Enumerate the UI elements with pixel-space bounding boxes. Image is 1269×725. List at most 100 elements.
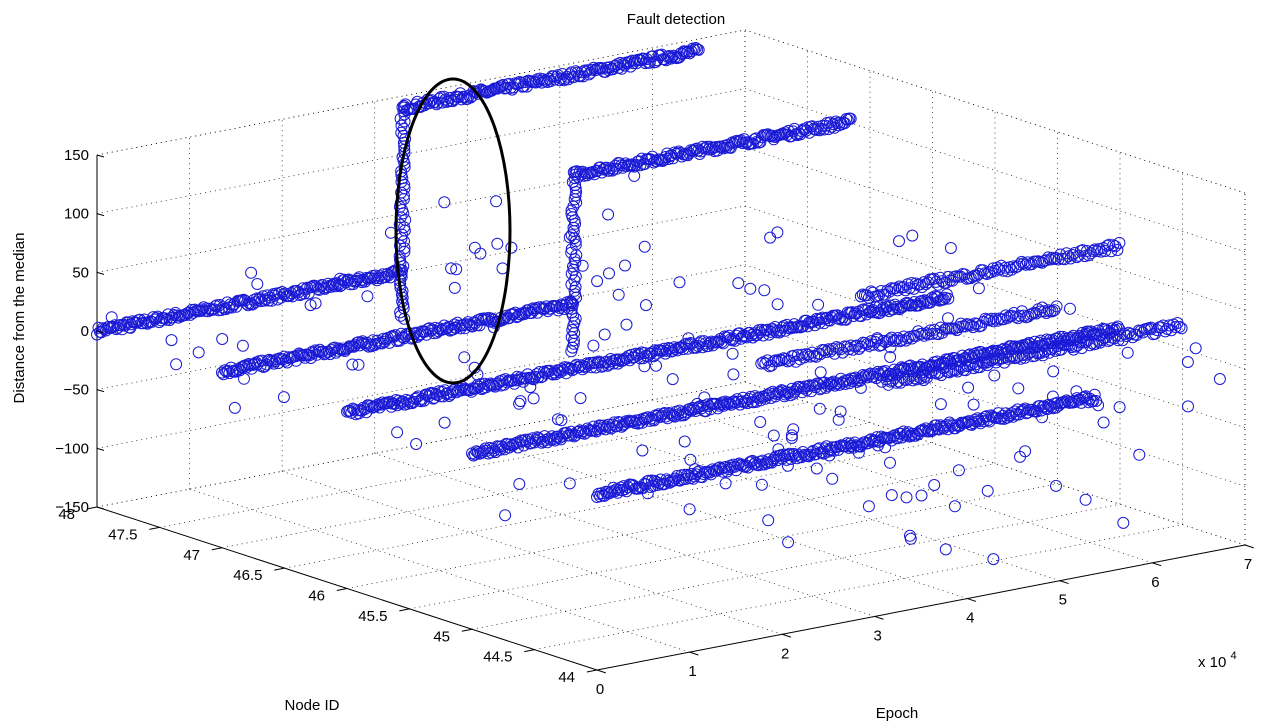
data-point	[664, 52, 677, 65]
data-point	[1084, 247, 1097, 260]
data-point	[1092, 334, 1105, 347]
data-point	[796, 446, 809, 458]
y-tick-label: 46	[308, 588, 325, 605]
data-point	[771, 226, 784, 239]
x-tick-mark	[1152, 562, 1162, 567]
data-point	[924, 423, 937, 436]
data-point	[1091, 245, 1103, 257]
data-point	[347, 340, 360, 353]
data-point	[505, 241, 518, 254]
data-point	[1067, 394, 1080, 407]
data-point	[413, 329, 425, 342]
data-point	[676, 473, 689, 486]
data-point	[944, 242, 957, 254]
data-point	[928, 272, 941, 285]
data-point	[418, 325, 431, 338]
grid-line-floor-x	[467, 435, 968, 599]
data-point	[785, 429, 798, 442]
data-point	[906, 374, 919, 387]
z-tick-label: 150	[64, 147, 89, 164]
data-point	[496, 262, 509, 275]
data-point	[1026, 307, 1039, 320]
data-point	[277, 391, 290, 404]
data-point	[1055, 335, 1068, 348]
data-point	[514, 395, 527, 408]
data-point	[798, 123, 811, 136]
data-point	[124, 321, 137, 334]
data-point	[636, 444, 649, 457]
y-tick-label: 47	[183, 547, 200, 564]
data-point	[513, 478, 526, 490]
data-point	[816, 446, 829, 459]
data-point	[762, 514, 775, 527]
data-point	[845, 372, 858, 385]
data-point	[749, 456, 762, 469]
data-point	[935, 369, 948, 382]
data-point	[1046, 390, 1059, 403]
x-axis-label: Epoch	[876, 705, 919, 722]
data-point	[524, 381, 537, 394]
y-tick-mark	[399, 608, 410, 612]
y-tick-mark	[586, 669, 598, 673]
data-point	[893, 280, 906, 293]
x-axis-line	[596, 544, 1246, 671]
data-point	[394, 257, 407, 270]
data-point	[966, 270, 979, 283]
data-point	[251, 358, 264, 371]
data-point	[747, 396, 760, 409]
data-point	[996, 343, 1009, 356]
data-point	[1136, 326, 1149, 339]
data-point	[962, 381, 975, 394]
data-point	[787, 349, 800, 362]
data-point	[346, 358, 359, 371]
data-point	[727, 368, 740, 381]
data-point	[660, 344, 673, 357]
data-point	[711, 336, 724, 349]
y-tick-label: 45.5	[358, 608, 387, 625]
data-point	[899, 429, 912, 442]
data-point	[726, 347, 739, 360]
data-point	[519, 433, 532, 446]
fault-highlight-ellipse	[394, 77, 512, 385]
data-point	[1075, 342, 1088, 355]
data-point	[981, 359, 994, 372]
x-tick-mark	[781, 633, 792, 638]
data-point	[311, 283, 324, 295]
data-point	[525, 76, 538, 88]
data-point	[438, 416, 451, 429]
x-tick-label: 5	[1059, 592, 1067, 609]
data-point	[238, 372, 250, 385]
data-point	[170, 358, 183, 371]
data-point	[175, 310, 188, 323]
data-point	[885, 489, 898, 502]
x-tick-mark	[967, 598, 977, 602]
data-point	[398, 115, 411, 128]
data-point	[659, 477, 672, 490]
data-point	[236, 339, 249, 352]
data-point	[1067, 343, 1080, 356]
data-point	[555, 363, 568, 375]
data-point	[309, 297, 322, 310]
data-point	[1080, 327, 1093, 340]
data-point	[689, 42, 702, 54]
data-point	[450, 263, 463, 276]
data-point	[591, 275, 604, 288]
data-point	[884, 351, 897, 363]
data-point	[1089, 243, 1101, 256]
data-point	[514, 371, 527, 384]
data-point	[764, 231, 777, 244]
data-point	[893, 335, 906, 348]
data-point	[165, 334, 178, 347]
ticks-layer: 012345674444.54545.54646.54747.548−150−1…	[55, 147, 1254, 698]
data-point	[761, 323, 774, 336]
x-tick-mark	[596, 669, 606, 674]
data-point	[703, 337, 716, 349]
data-point	[410, 438, 423, 450]
data-point	[640, 299, 652, 312]
data-point	[990, 356, 1003, 369]
data-point	[352, 358, 365, 371]
x-tick-label: 0	[596, 681, 604, 698]
data-point	[688, 43, 701, 56]
grid-line-side-z	[744, 29, 1246, 194]
